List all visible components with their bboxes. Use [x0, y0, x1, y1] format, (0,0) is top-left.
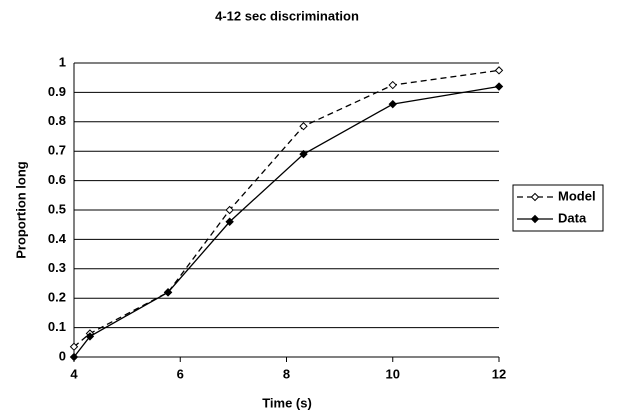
legend-box — [512, 184, 604, 232]
legend-label: Model — [558, 188, 596, 203]
point — [388, 80, 397, 90]
point — [494, 66, 504, 75]
y-tick-label: 0.8 — [48, 113, 66, 128]
y-tick-label: 0.2 — [48, 290, 66, 305]
x-tick-label: 8 — [283, 366, 290, 381]
y-tick-label: 0.7 — [48, 143, 66, 158]
point — [69, 352, 79, 362]
y-tick-label: 0 — [59, 348, 66, 363]
point — [299, 122, 308, 131]
y-tick-label: 0.9 — [48, 84, 66, 99]
point — [225, 217, 234, 226]
chart-title: 4-12 sec discrimination — [215, 8, 359, 23]
y-axis-title: Proportion long — [13, 161, 28, 259]
series-line — [73, 69, 500, 348]
series-line — [73, 85, 500, 358]
point — [225, 205, 234, 215]
point — [69, 342, 79, 351]
x-axis-title: Time (s) — [262, 395, 312, 410]
legend-marker — [530, 214, 540, 224]
legend-label: Data — [558, 210, 587, 225]
y-tick-label: 0.4 — [48, 231, 67, 246]
x-tick-label: 6 — [177, 366, 184, 381]
point — [163, 288, 173, 297]
x-tick-label: 4 — [70, 366, 78, 381]
y-tick-label: 1 — [59, 54, 66, 69]
point — [388, 99, 397, 109]
point — [494, 82, 504, 91]
y-tick-label: 0.1 — [48, 319, 66, 334]
point — [299, 149, 308, 159]
point — [85, 332, 95, 341]
y-tick-label: 0.5 — [48, 201, 66, 216]
x-tick-label: 10 — [386, 366, 400, 381]
x-tick-label: 12 — [492, 366, 506, 381]
legend-marker — [530, 192, 540, 202]
y-tick-label: 0.6 — [48, 172, 66, 187]
y-tick-label: 0.3 — [48, 260, 66, 275]
